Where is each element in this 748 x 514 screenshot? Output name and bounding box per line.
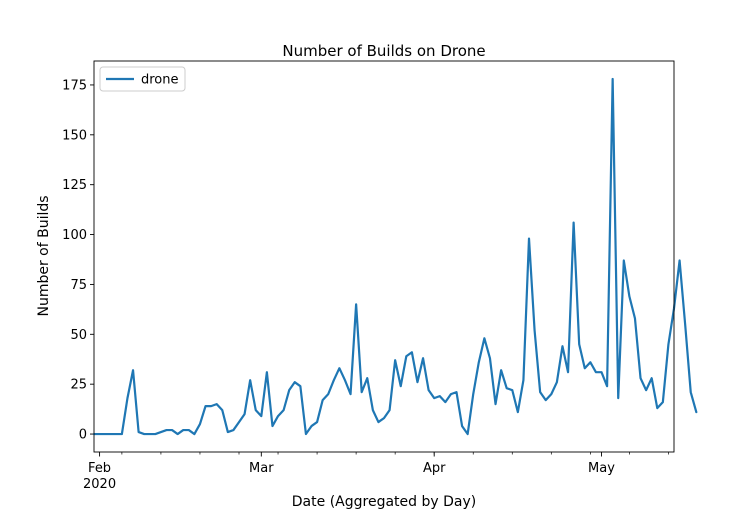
y-tick-label: 150 [62,128,87,143]
plot-frame [93,60,675,453]
x-tick-label: Mar [249,461,274,476]
y-tick-label: 50 [70,328,87,343]
y-tick-label: 0 [79,428,87,443]
x-tick-label: Feb [88,461,111,476]
y-tick-label: 75 [70,278,87,293]
x-tick-label: May [588,461,615,476]
x-axis-label: Date (Aggregated by Day) [292,494,476,510]
y-axis-ticks: 0 25 50 75 100 125 150 175 [62,78,94,443]
y-tick-label: 175 [62,78,87,93]
y-axis-label: Number of Builds [36,195,52,316]
legend-box [99,66,186,92]
series-line-drone [92,77,698,436]
y-tick-label: 25 [70,378,87,393]
y-tick-label: 125 [62,178,87,193]
chart-title: Number of Builds on Drone [282,42,485,60]
legend-label-drone: drone [141,73,179,88]
x-tick-label: Apr [423,461,446,476]
x-tick-sublabel: 2020 [83,477,116,492]
legend: drone [99,66,186,92]
y-tick-label: 100 [62,228,87,243]
